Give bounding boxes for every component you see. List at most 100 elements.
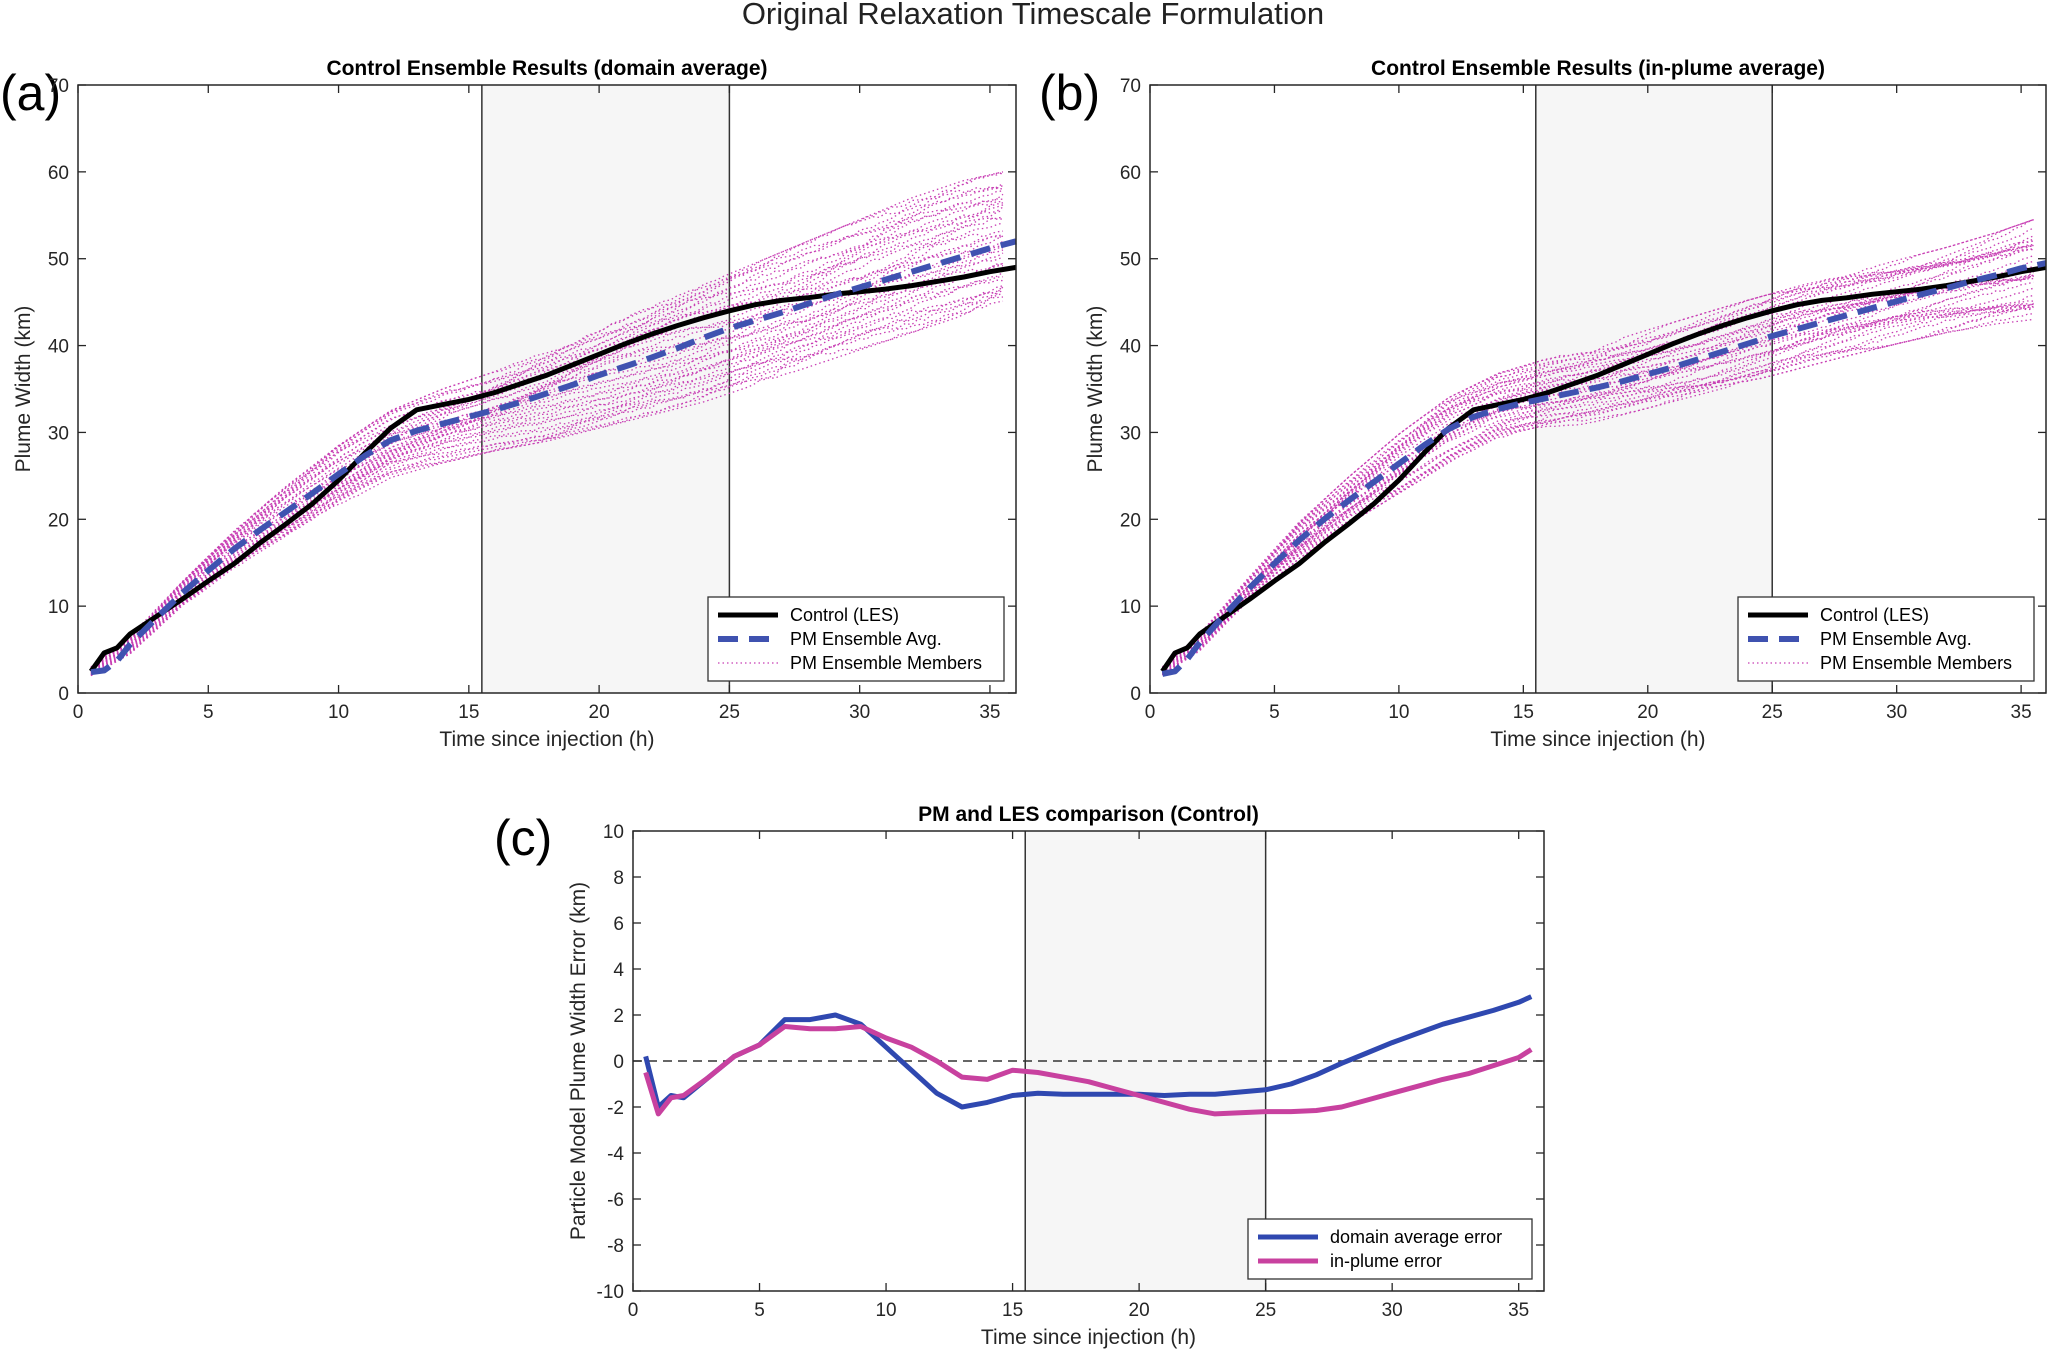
y-tick-label: 50 [1120, 250, 1141, 271]
x-axis-label: Time since injection (h) [439, 728, 654, 751]
y-axis-label: Plume Width (km) [12, 306, 35, 473]
x-tick-label: 25 [1762, 702, 1783, 723]
legend: Control (LES) PM Ensemble Avg. PM Ensemble… [1737, 596, 2035, 682]
y-tick-label: 4 [613, 960, 624, 981]
x-tick-label: 5 [754, 1300, 765, 1321]
panel-label: (a) [0, 65, 61, 121]
chart-title: PM and LES comparison (Control) [918, 803, 1259, 826]
axes-frame [77, 84, 1017, 694]
y-tick-label: -2 [607, 1098, 624, 1119]
y-tick-label: 0 [613, 1052, 624, 1073]
y-tick-label: -6 [607, 1190, 624, 1211]
x-tick-label: 20 [589, 702, 610, 723]
series-line-in-plume-error [643, 1024, 1533, 1117]
ensemble-member-line [90, 200, 1004, 671]
x-tick-label: 0 [73, 702, 84, 723]
ensemble-member-line [90, 171, 1004, 668]
y-tick-label: 20 [48, 510, 69, 531]
ensemble-member-line [90, 276, 1004, 676]
x-tick-label: 30 [1886, 702, 1907, 723]
y-tick-label: 0 [1130, 684, 1141, 705]
y-tick-label: 30 [1120, 423, 1141, 444]
ensemble-member-line [90, 263, 1004, 675]
ensemble-member-line [1161, 218, 2034, 669]
panel-label: (c) [494, 810, 552, 866]
y-tick-label: 40 [48, 337, 69, 358]
y-axis-label: Particle Model Plume Width Error (km) [567, 882, 590, 1240]
ensemble-member-line [1161, 227, 2034, 669]
y-tick-label: 60 [48, 163, 69, 184]
x-tick-label: 35 [979, 702, 1000, 723]
legend: Control (LES) PM Ensemble Avg. PM Ensemble… [707, 596, 1005, 682]
y-tick-label: 6 [613, 914, 624, 935]
x-tick-label: 25 [1255, 1300, 1276, 1321]
y-tick-label: 30 [48, 423, 69, 444]
y-tick-label: 20 [1120, 510, 1141, 531]
ensemble-member-line [90, 233, 1004, 671]
y-tick-label: 60 [1120, 163, 1141, 184]
ensemble-member-line [1162, 281, 2034, 674]
ensemble-member-line [90, 262, 1004, 674]
ensemble-member-line [1162, 275, 2034, 674]
y-tick-label: 0 [58, 684, 69, 705]
x-tick-label: 30 [849, 702, 870, 723]
legend-box [1737, 596, 2035, 682]
series-line-pm-ensemble-avg [90, 238, 1017, 676]
figure-suptitle: Original Relaxation Timescale Formulatio… [742, 0, 1324, 31]
ensemble-member-line [1162, 271, 2034, 672]
legend-label: Control (LES) [790, 605, 899, 625]
x-tick-label: 15 [1513, 702, 1534, 723]
x-tick-label: 15 [1002, 1300, 1023, 1321]
y-tick-label: -8 [607, 1236, 624, 1257]
y-tick-label: 40 [1120, 337, 1141, 358]
series-line-control-les [88, 264, 1017, 673]
shaded-region [1535, 85, 1773, 693]
ensemble-member-line [90, 190, 1004, 669]
y-tick-label: 50 [48, 250, 69, 271]
ensemble-member-line [1161, 219, 2034, 669]
panel-a-domain-average: (a) 0 5 10 15 20 25 30 35 0 10 20 30 40 50 60 70 Control … [0, 57, 1017, 751]
ensemble-member-line [90, 193, 1004, 670]
ensemble-member-line [90, 216, 1004, 671]
x-tick-label: 10 [875, 1300, 896, 1321]
y-tick-label: -4 [607, 1144, 624, 1165]
x-tick-label: 25 [719, 702, 740, 723]
series-line-control-les [1160, 264, 2047, 673]
legend-label: Control (LES) [1820, 605, 1929, 625]
ensemble-member-line [1162, 305, 2034, 676]
y-tick-label: 10 [603, 822, 624, 843]
panel-b-in-plume-average: (b) 0 5 10 15 20 25 30 35 0 10 20 30 40 50 60 70 Control … [1039, 57, 2047, 751]
ensemble-member-line [1162, 287, 2034, 673]
ensemble-member-line [90, 240, 1004, 672]
ensemble-member-line [90, 217, 1004, 671]
chart-title: Control Ensemble Results (domain average… [326, 57, 767, 80]
x-tick-label: 0 [1145, 702, 1156, 723]
legend-label: domain average error [1330, 1227, 1502, 1247]
x-tick-label: 0 [628, 1300, 639, 1321]
ensemble-member-line [1162, 303, 2034, 675]
ensemble-member-line [90, 172, 1004, 670]
ensemble-member-line [1161, 235, 2034, 668]
legend-label: PM Ensemble Avg. [790, 629, 942, 649]
ensemble-member-line [1161, 247, 2034, 670]
y-tick-label: 8 [613, 868, 624, 889]
legend-label: PM Ensemble Members [790, 653, 982, 673]
legend-label: in-plume error [1330, 1251, 1442, 1271]
x-tick-label: 35 [2011, 702, 2032, 723]
legend-box [1247, 1218, 1533, 1280]
axes-frame [1149, 84, 2047, 694]
ensemble-member-line [90, 300, 1004, 676]
ensemble-member-line [90, 171, 1004, 669]
x-tick-label: 10 [1388, 702, 1409, 723]
x-tick-label: 30 [1382, 1300, 1403, 1321]
y-tick-label: 10 [48, 597, 69, 618]
x-tick-label: 5 [1269, 702, 1280, 723]
x-tick-label: 20 [1637, 702, 1658, 723]
panel-c-error-comparison: (c) 0 5 10 15 20 25 30 35 -10 -8 -6 -4 -2 0 2 4 6 8 10 PM an… [494, 803, 1545, 1349]
y-tick-label: 10 [1120, 597, 1141, 618]
x-tick-label: 15 [458, 702, 479, 723]
ensemble-member-line [1162, 305, 2034, 675]
series-line-pm-ensemble-avg [1161, 260, 2047, 677]
legend: domain average error in-plume error [1247, 1218, 1533, 1280]
